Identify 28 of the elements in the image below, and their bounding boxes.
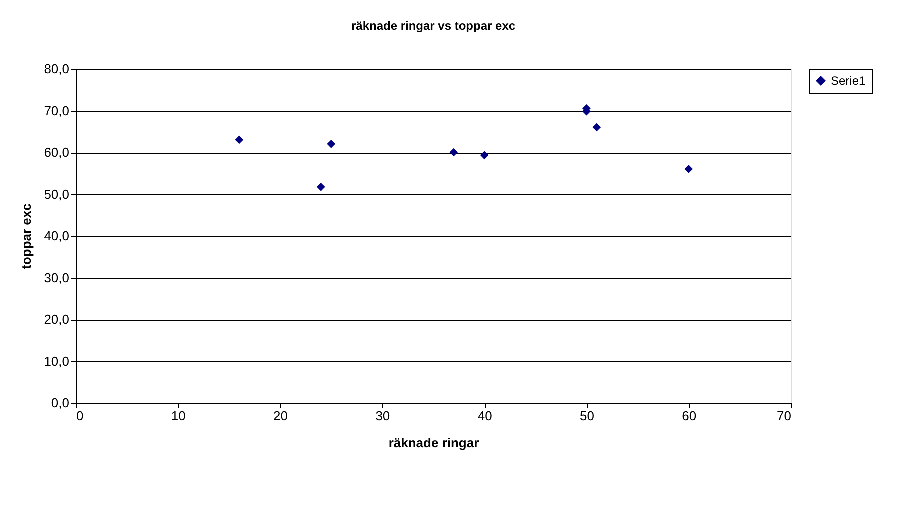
point [327,140,336,148]
x-tick-label: 20 [274,408,288,424]
x-tick-label: 70 [777,408,792,424]
y-tick-label: 70,0 [44,103,70,118]
x-tick-label: 10 [171,408,186,424]
chart-title: räknade ringar vs toppar exc [351,19,516,33]
x-tick-label: 30 [376,408,390,424]
x-tick-label: 0 [76,408,84,424]
point [684,165,694,174]
y-axis-title: toppar exc [19,204,34,270]
y-tick-label: 10,0 [44,354,70,369]
point [480,151,489,160]
point [316,182,326,192]
y-tick-label: 50,0 [44,186,70,202]
legend-label: Serie1 [831,74,866,88]
y-tick-label: 0,0 [51,396,70,410]
point [450,148,458,157]
point [235,136,244,144]
x-axis-title: räknade ringar [388,436,480,450]
x-tick-label: 60 [682,408,697,424]
y-tick-label: 20,0 [44,312,70,327]
y-tick-label: 60,0 [44,145,70,160]
y-tick-label: 80,0 [44,62,70,76]
x-tick-label: 50 [580,408,594,424]
x-tick-label: 40 [478,408,492,424]
y-tick-label: 40,0 [44,228,70,244]
y-tick-label: 30,0 [44,270,70,286]
point [592,123,602,132]
